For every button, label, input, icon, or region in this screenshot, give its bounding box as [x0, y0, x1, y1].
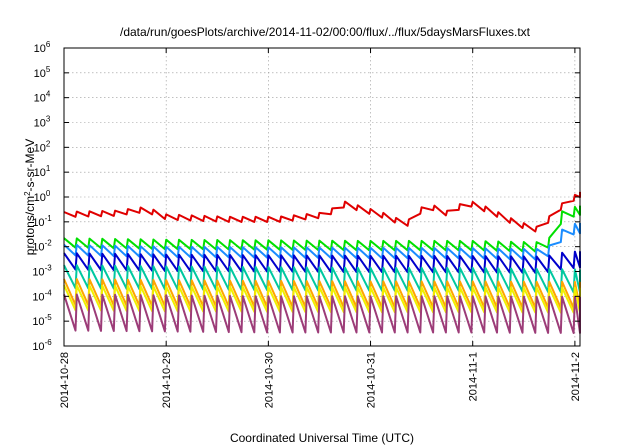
y-axis-label-base: protons/cm: [23, 196, 37, 255]
y-tick-label-exponent: -4: [45, 288, 53, 297]
y-tick-label: 102: [34, 139, 51, 154]
y-tick-label-base: 10: [32, 341, 44, 353]
y-tick-label: 10-1: [32, 214, 52, 229]
y-tick-label: 10-2: [32, 239, 52, 254]
y-tick-label: 10-6: [32, 338, 52, 353]
y-axis-label-superscript: 2: [23, 191, 32, 196]
y-tick-label-exponent: -3: [45, 264, 53, 273]
y-tick-label-base: 10: [32, 316, 44, 328]
y-tick-label: 103: [34, 115, 51, 130]
y-tick-label-exponent: -1: [45, 214, 53, 223]
y-tick-label: 10-5: [32, 313, 52, 328]
x-tick-label: 2014-11-1: [468, 352, 480, 401]
x-tick-label: 2014-10-30: [263, 352, 275, 408]
y-tick-label-exponent: -6: [45, 338, 53, 347]
y-tick-label-exponent: 5: [46, 65, 51, 74]
series-line: [63, 293, 581, 334]
chart-title: /data/run/goesPlots/archive/2014-11-02/0…: [120, 25, 531, 39]
tick-layer: 10-610-510-410-310-210-11001011021031041…: [32, 40, 582, 408]
y-tick-label-exponent: 6: [46, 40, 51, 49]
y-tick-label-base: 10: [34, 93, 46, 105]
series-line: [63, 250, 581, 274]
series-layer: [63, 191, 581, 334]
series-line: [63, 222, 581, 261]
y-tick-label-base: 10: [32, 217, 44, 229]
y-tick-label-exponent: 1: [46, 164, 51, 173]
series-line: [63, 191, 581, 233]
y-tick-label-exponent: -5: [45, 313, 53, 322]
y-tick-label: 104: [34, 90, 51, 105]
y-tick-label-base: 10: [34, 167, 46, 179]
y-tick-label-exponent: 0: [46, 189, 51, 198]
y-tick-label-exponent: 2: [46, 139, 51, 148]
y-tick-label-base: 10: [34, 43, 46, 55]
x-tick-label: 2014-11-2: [570, 352, 582, 401]
y-tick-label: 101: [34, 164, 51, 179]
y-tick-label: 100: [34, 189, 51, 204]
y-axis-label-rest: -s-sr-MeV: [23, 139, 37, 192]
y-tick-label-exponent: 3: [46, 115, 51, 124]
x-tick-label: 2014-10-29: [161, 352, 173, 408]
y-tick-label-base: 10: [34, 142, 46, 154]
y-tick-label-base: 10: [34, 68, 46, 80]
x-tick-label: 2014-10-31: [366, 352, 378, 408]
y-axis-label: protons/cm2-s-sr-MeV: [23, 139, 38, 255]
y-tick-label: 10-4: [32, 288, 52, 303]
y-tick-label-exponent: 4: [46, 90, 51, 99]
y-tick-label-base: 10: [32, 242, 44, 254]
y-tick-label-base: 10: [32, 267, 44, 279]
y-tick-label-base: 10: [34, 118, 46, 130]
y-tick-label-base: 10: [34, 192, 46, 204]
x-axis-label: Coordinated Universal Time (UTC): [230, 431, 414, 445]
y-tick-label: 10-3: [32, 264, 52, 279]
y-tick-label-base: 10: [32, 291, 44, 303]
y-tick-label-exponent: -2: [45, 239, 53, 248]
y-tick-label: 105: [34, 65, 51, 80]
x-tick-label: 2014-10-28: [59, 352, 71, 408]
y-tick-label: 106: [34, 40, 51, 55]
